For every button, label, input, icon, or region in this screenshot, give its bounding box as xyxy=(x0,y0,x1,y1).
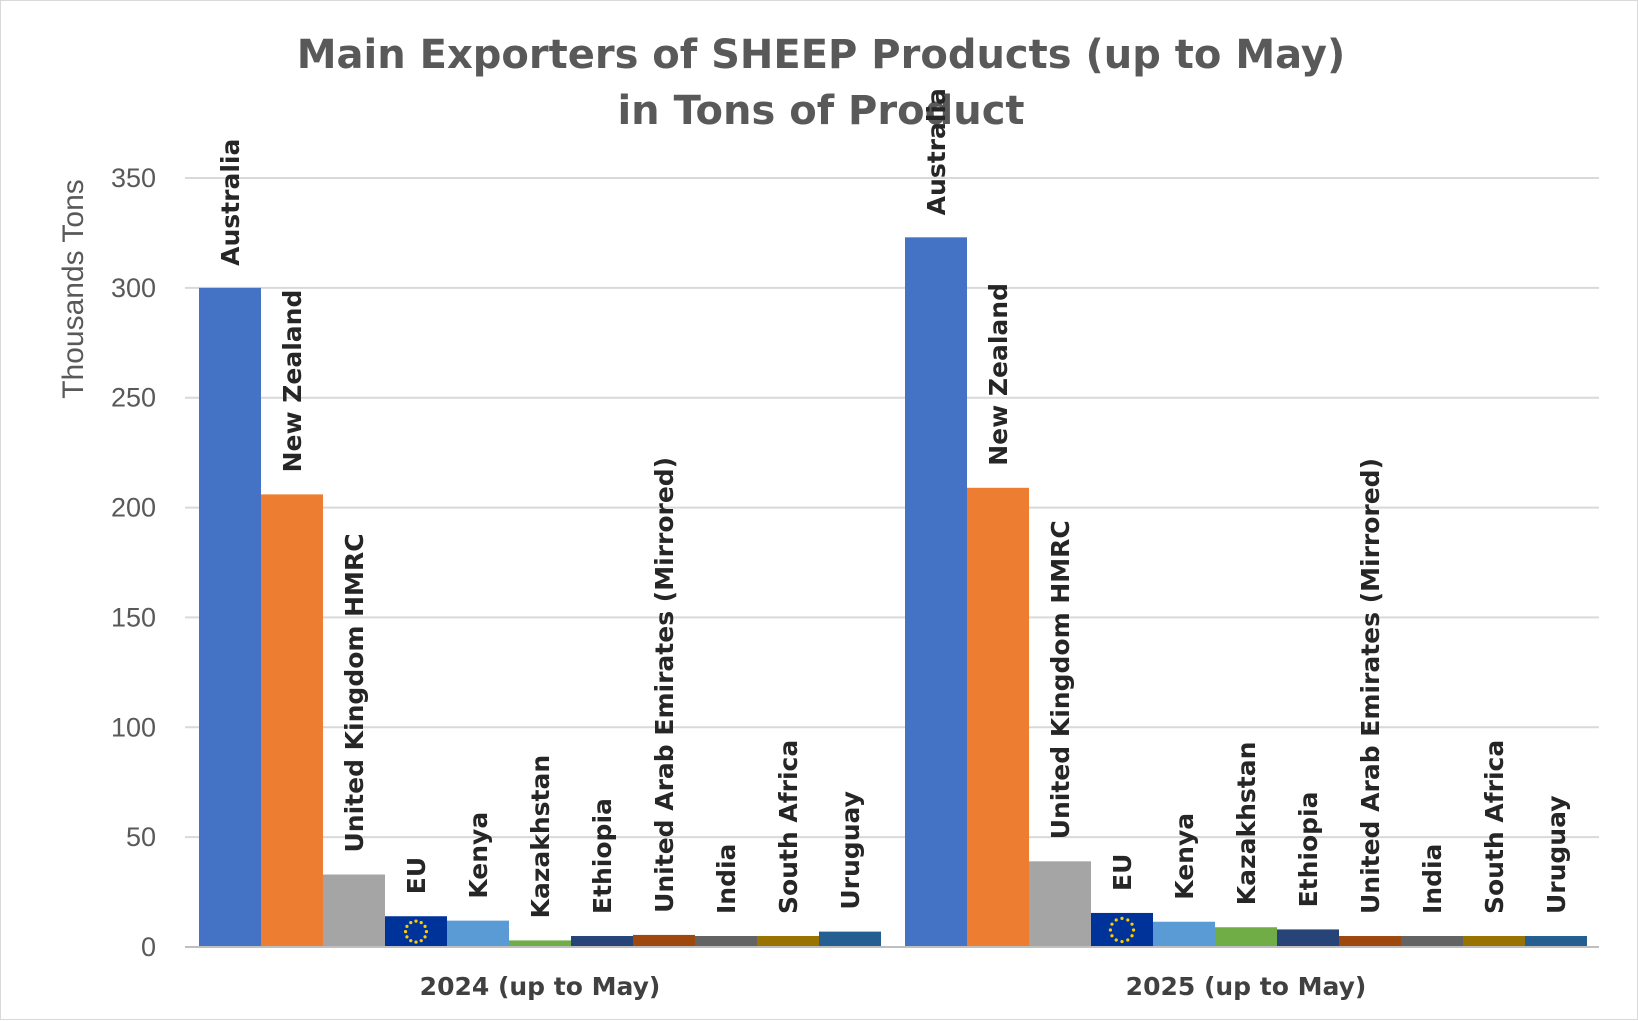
bar-united-kingdom-hmrc xyxy=(1029,861,1091,947)
bar-kazakhstan xyxy=(1215,927,1277,947)
bar-label: Uruguay xyxy=(836,791,865,910)
chart-title-line-2: in Tons of Product xyxy=(617,88,1024,134)
y-tick-label: 0 xyxy=(141,932,156,962)
bar-label: Kenya xyxy=(464,812,493,899)
y-tick-label: 250 xyxy=(111,383,156,413)
bars xyxy=(199,237,1587,947)
y-tick-label: 50 xyxy=(126,822,156,852)
eu-flag-icon xyxy=(1108,916,1136,944)
bar-india xyxy=(1401,936,1463,947)
bar-ethiopia xyxy=(1277,929,1339,947)
bar-label: United Kingdom HMRC xyxy=(1046,520,1075,839)
bar-label: Kenya xyxy=(1170,813,1199,900)
bar-label: South Africa xyxy=(1480,740,1509,914)
y-tick-label: 100 xyxy=(111,712,156,742)
bar-label: South Africa xyxy=(774,740,803,914)
bar-kazakhstan xyxy=(509,940,571,947)
bar-australia xyxy=(905,237,967,947)
bar-label: Uruguay xyxy=(1542,795,1571,914)
bar-label: Kazakhstan xyxy=(1232,742,1261,906)
y-axis-label: Thousands Tons xyxy=(57,179,90,399)
bar-uruguay xyxy=(1525,936,1587,947)
bar-south-africa xyxy=(1463,936,1525,947)
bar-label: United Arab Emirates (Mirrored) xyxy=(1356,458,1385,914)
x-category-label: 2025 (up to May) xyxy=(1126,972,1367,1001)
bar-kenya xyxy=(447,920,509,947)
bar-label: India xyxy=(1418,844,1447,914)
y-tick-label: 300 xyxy=(111,273,156,303)
bar-united-arab-emirates-mirrored xyxy=(1339,936,1401,947)
y-tick-label: 350 xyxy=(111,163,156,193)
bar-label: Ethiopia xyxy=(588,798,617,914)
y-tick-label: 150 xyxy=(111,602,156,632)
bar-south-africa xyxy=(757,936,819,947)
bar-australia xyxy=(199,287,261,947)
bar-label: EU xyxy=(1108,854,1137,891)
bar-label: New Zealand xyxy=(278,290,307,473)
bar-ethiopia xyxy=(571,936,633,947)
bar-india xyxy=(695,936,757,947)
bar-label: Kazakhstan xyxy=(526,755,555,919)
chart-title: Main Exporters of SHEEP Products (up to … xyxy=(297,32,1346,134)
bar-label: United Arab Emirates (Mirrored) xyxy=(650,457,679,913)
eu-flag-icon xyxy=(403,919,429,944)
bar-label: United Kingdom HMRC xyxy=(340,533,369,852)
y-tick-label: 200 xyxy=(111,493,156,523)
bar-united-kingdom-hmrc xyxy=(323,874,385,947)
bar-label: Ethiopia xyxy=(1294,792,1323,908)
bar-united-arab-emirates-mirrored xyxy=(633,934,695,947)
chart-title-line-1: Main Exporters of SHEEP Products (up to … xyxy=(297,32,1346,78)
x-axis-categories: 2024 (up to May) 2025 (up to May) xyxy=(420,972,1367,1001)
bar-label: EU xyxy=(402,857,431,894)
gridlines xyxy=(185,177,1599,839)
bar-new-zealand xyxy=(261,494,323,947)
y-axis-ticks: 0 50 100 150 200 250 300 350 xyxy=(111,163,156,962)
bar-kenya xyxy=(1153,921,1215,947)
bar-label: Australia xyxy=(922,88,951,215)
bar-new-zealand xyxy=(967,487,1029,947)
bar-label: New Zealand xyxy=(984,283,1013,466)
bar-labels: Australia New Zealand United Kingdom HMRC E… xyxy=(216,88,1571,918)
bar-label: Australia xyxy=(216,139,245,266)
x-category-label: 2024 (up to May) xyxy=(420,972,661,1001)
bar-uruguay xyxy=(819,931,881,947)
bar-label: India xyxy=(712,844,741,914)
